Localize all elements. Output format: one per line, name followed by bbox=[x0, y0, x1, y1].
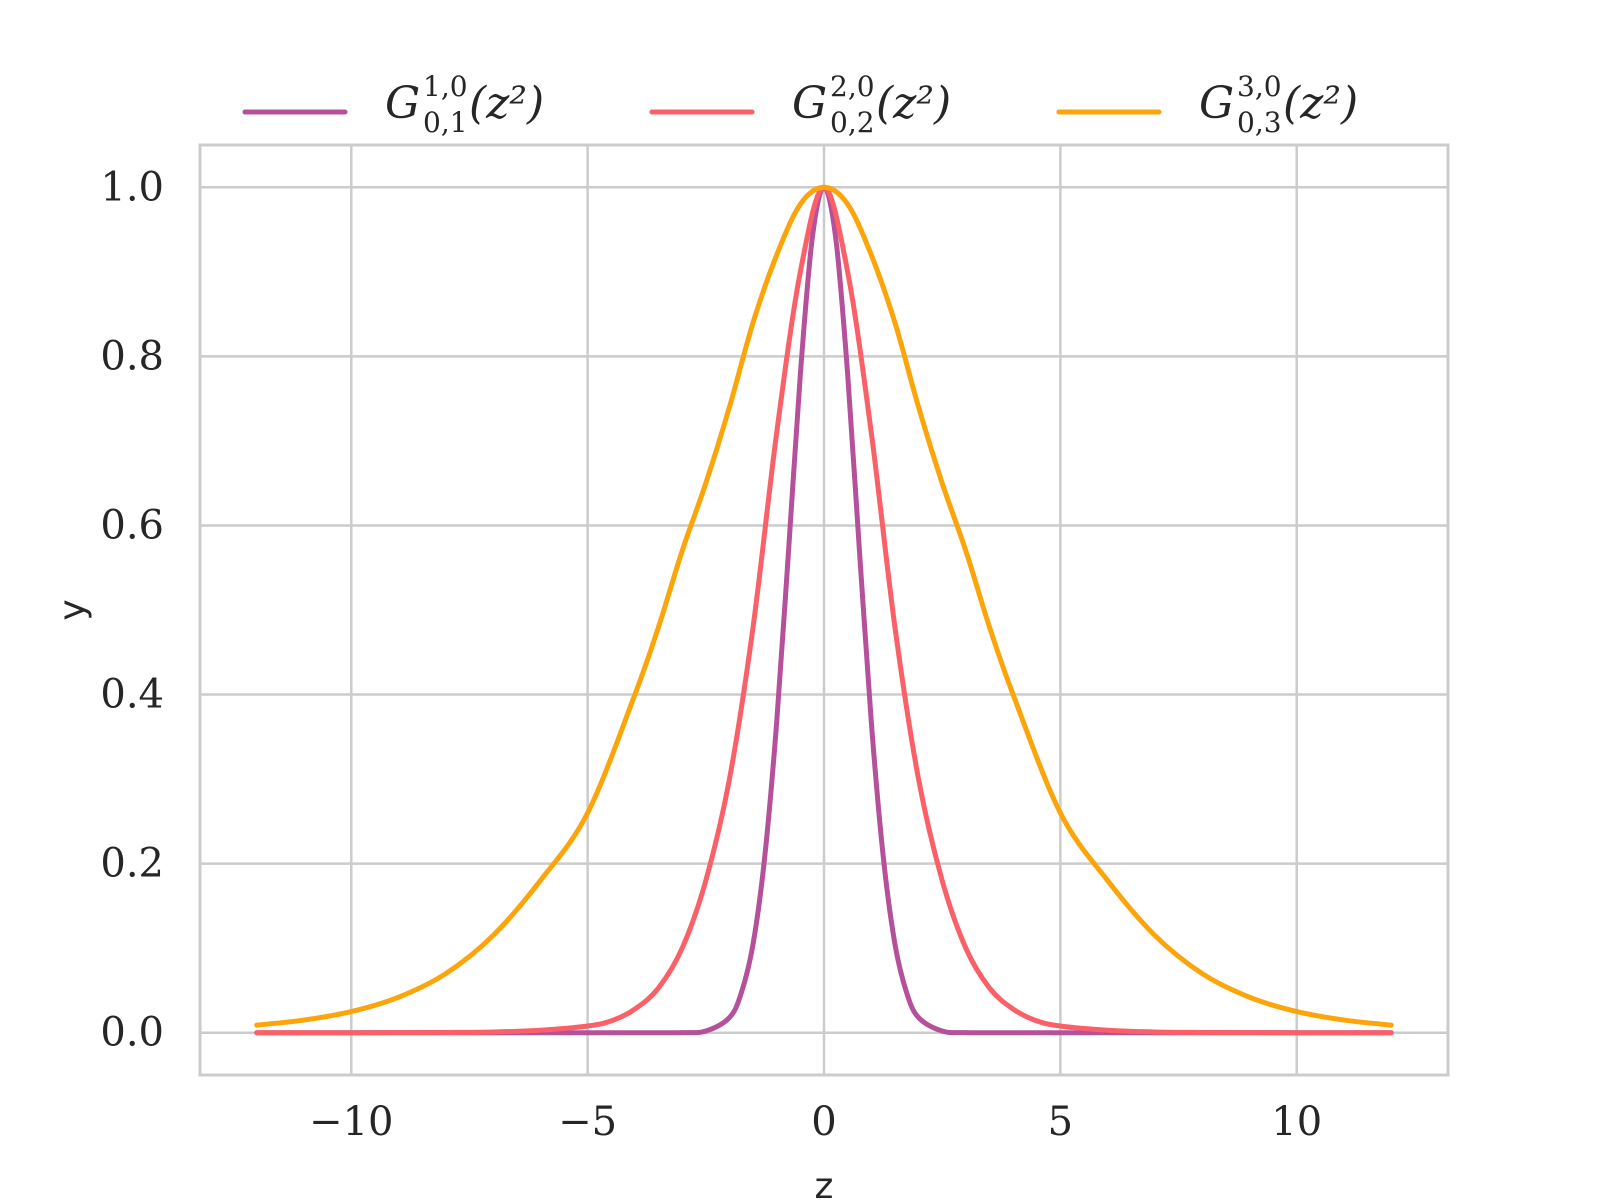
x-tick-label: −10 bbox=[309, 1099, 393, 1145]
legend-entry-3: G 3,00,3 (z²) bbox=[1056, 70, 1358, 139]
x-axis-label: z bbox=[815, 1166, 834, 1200]
x-tick-labels: −10 −5 0 5 10 bbox=[309, 1099, 1322, 1145]
series-line-3 bbox=[254, 184, 1394, 1028]
y-tick-labels: 0.0 0.2 0.4 0.6 0.8 1.0 bbox=[100, 164, 164, 1055]
x-tick-label: 5 bbox=[1048, 1099, 1073, 1145]
legend-argument: (z²) bbox=[469, 78, 544, 129]
legend-subscript: 0,2 bbox=[830, 106, 875, 139]
legend-argument: (z²) bbox=[1283, 78, 1358, 129]
legend-superscript: 3,0 bbox=[1237, 70, 1282, 103]
y-tick-label: 0.0 bbox=[100, 1010, 164, 1056]
plot-frame bbox=[198, 143, 1450, 1077]
legend-superscript: 2,0 bbox=[830, 70, 875, 103]
x-tick-label: 10 bbox=[1271, 1099, 1322, 1145]
legend-symbol: G bbox=[385, 78, 420, 129]
plot-series bbox=[254, 184, 1394, 1036]
legend-entry-2: G 2,00,2 (z²) bbox=[649, 70, 951, 139]
legend-argument: (z²) bbox=[876, 78, 951, 129]
legend-superscript: 1,0 bbox=[423, 70, 468, 103]
y-tick-label: 1.0 bbox=[100, 164, 164, 210]
legend-subscript: 0,1 bbox=[423, 106, 468, 139]
legend-entry-1: G 1,00,1 (z²) bbox=[242, 70, 544, 139]
y-tick-label: 0.4 bbox=[100, 672, 164, 718]
legend-subscript: 0,3 bbox=[1237, 106, 1282, 139]
y-tick-label: 0.8 bbox=[100, 333, 164, 379]
legend-symbol: G bbox=[792, 78, 827, 129]
y-tick-label: 0.6 bbox=[100, 502, 164, 548]
legend: G 1,00,1 (z²) G 2,00,2 (z²) G 3,00,3 (z²) bbox=[242, 70, 1358, 139]
x-tick-label: 0 bbox=[811, 1099, 836, 1145]
y-tick-label: 0.2 bbox=[100, 841, 164, 887]
legend-symbol: G bbox=[1199, 78, 1234, 129]
x-tick-label: −5 bbox=[558, 1099, 617, 1145]
y-axis-label: y bbox=[52, 599, 93, 620]
